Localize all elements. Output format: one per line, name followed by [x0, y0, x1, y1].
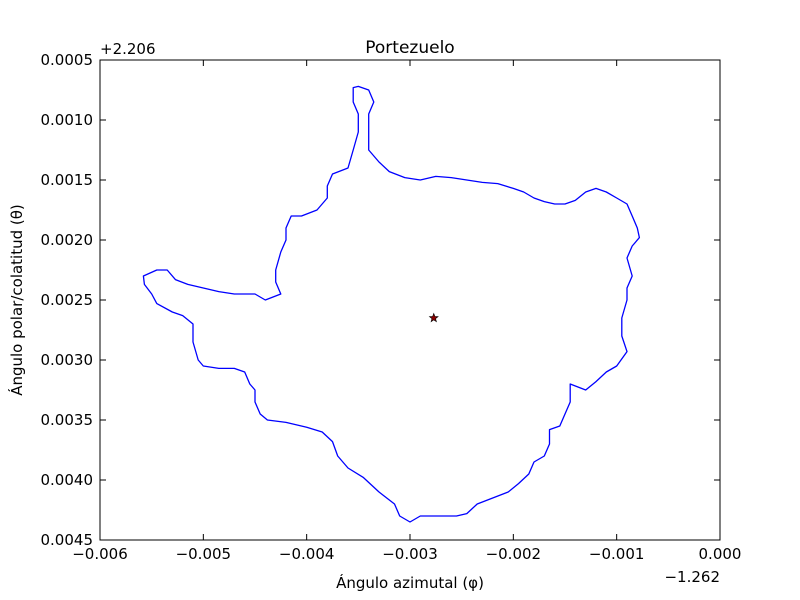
outline-series-line — [142, 85, 641, 523]
y-tick-label: 0.0030 — [41, 351, 94, 369]
x-tick-label: −0.005 — [176, 545, 232, 563]
x-axis-label: Ángulo azimutal (φ) — [336, 573, 484, 592]
y-tick-label: 0.0015 — [41, 171, 94, 189]
y-tick-label: 0.0025 — [41, 291, 94, 309]
y-offset-label: +2.206 — [100, 40, 156, 58]
y-tick-label: 0.0020 — [41, 231, 94, 249]
x-tick-label: 0.000 — [699, 545, 742, 563]
x-tick-label: −0.002 — [486, 545, 542, 563]
y-tick-label: 0.0010 — [41, 111, 94, 129]
x-tick-label: −0.001 — [589, 545, 645, 563]
y-tick-label: 0.0005 — [41, 51, 94, 69]
center-star-marker — [428, 312, 439, 323]
y-axis-label: Ángulo polar/colatitud (θ) — [7, 204, 26, 396]
x-tick-label: −0.006 — [72, 545, 128, 563]
x-tick-label: −0.004 — [279, 545, 335, 563]
x-offset-label: −1.262 — [664, 568, 720, 586]
y-tick-label: 0.0045 — [41, 531, 94, 549]
chart-title: Portezuelo — [365, 38, 454, 58]
y-tick-label: 0.0035 — [41, 411, 94, 429]
x-tick-label: −0.003 — [382, 545, 438, 563]
y-tick-label: 0.0040 — [41, 471, 94, 489]
